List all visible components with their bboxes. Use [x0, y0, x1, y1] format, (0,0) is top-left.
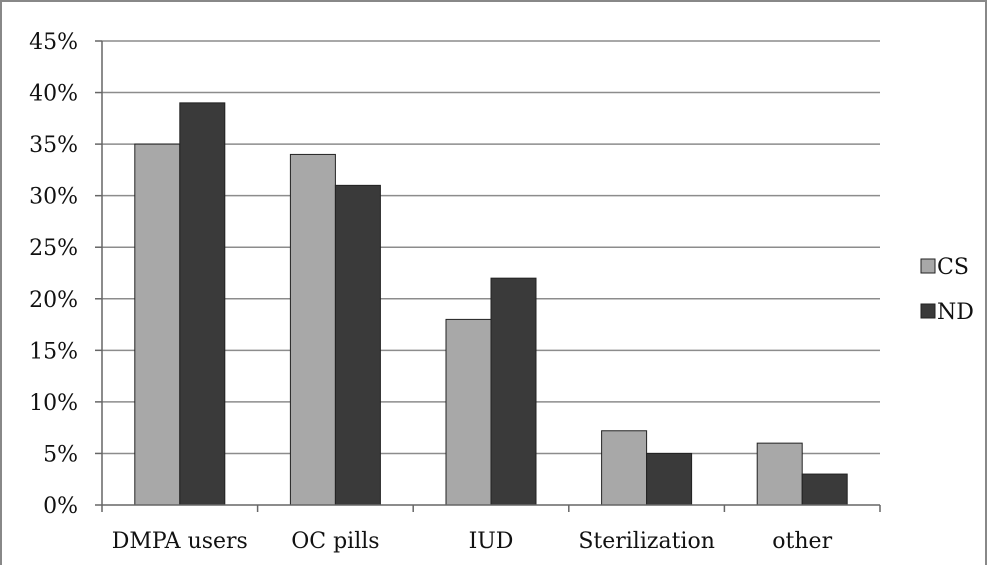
x-axis-ticks: DMPA users OC pills IUD Sterilization other: [112, 529, 833, 554]
x-tick-label: Sterilization: [578, 529, 715, 554]
bar-cs-oc-pills: [289, 153, 336, 506]
legend-swatch-cs: [920, 258, 936, 274]
y-tick-label: 15%: [29, 339, 78, 364]
bar-cs-dmpa-users: [134, 143, 181, 506]
bar-nd-dmpa-users: [179, 102, 226, 506]
bar-cs-iud: [445, 318, 492, 506]
y-tick-label: 10%: [29, 391, 78, 416]
axes: [95, 40, 881, 512]
y-tick-label: 0%: [43, 494, 78, 519]
y-tick-label: 25%: [29, 236, 78, 261]
x-tick-label: other: [772, 529, 832, 554]
x-tick-label: DMPA users: [112, 529, 248, 554]
y-tick-label: 5%: [43, 442, 78, 467]
y-tick-label: 20%: [29, 288, 78, 313]
bar-cs-sterilization: [601, 430, 648, 506]
bar-nd-iud: [490, 277, 537, 506]
legend-label-cs: CS: [937, 255, 969, 280]
legend-swatch-nd: [920, 303, 936, 319]
bar-nd-sterilization: [646, 452, 693, 506]
bars: [134, 102, 848, 506]
y-axis-ticks: 0% 5% 10% 15% 20% 25% 30% 35% 40% 45%: [29, 30, 78, 519]
y-tick-label: 40%: [29, 82, 78, 107]
x-tick-label: IUD: [469, 529, 514, 554]
x-tick-label: OC pills: [291, 529, 379, 554]
y-tick-label: 35%: [29, 133, 78, 158]
legend: CS ND: [920, 255, 974, 325]
bar-nd-other: [801, 473, 848, 506]
legend-label-nd: ND: [937, 300, 974, 325]
bar-nd-oc-pills: [334, 184, 381, 506]
bar-cs-other: [756, 442, 803, 506]
y-tick-label: 30%: [29, 185, 78, 210]
y-tick-label: 45%: [29, 30, 78, 55]
